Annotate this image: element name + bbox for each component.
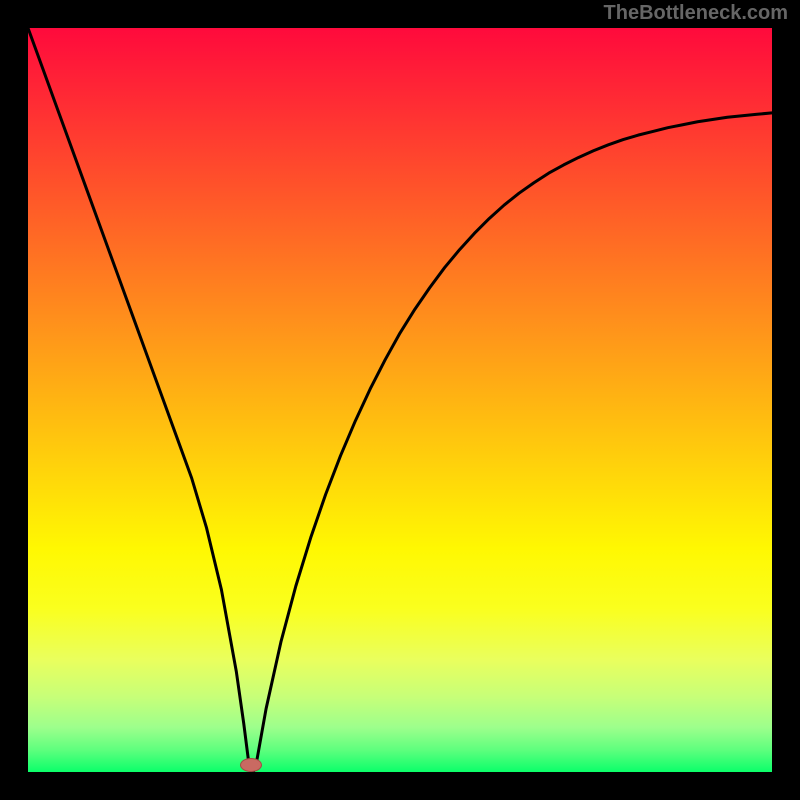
watermark-text: TheBottleneck.com bbox=[604, 2, 788, 25]
chart-container: TheBottleneck.com bbox=[0, 0, 800, 800]
plot-background bbox=[28, 28, 772, 772]
optimal-marker bbox=[240, 758, 262, 772]
